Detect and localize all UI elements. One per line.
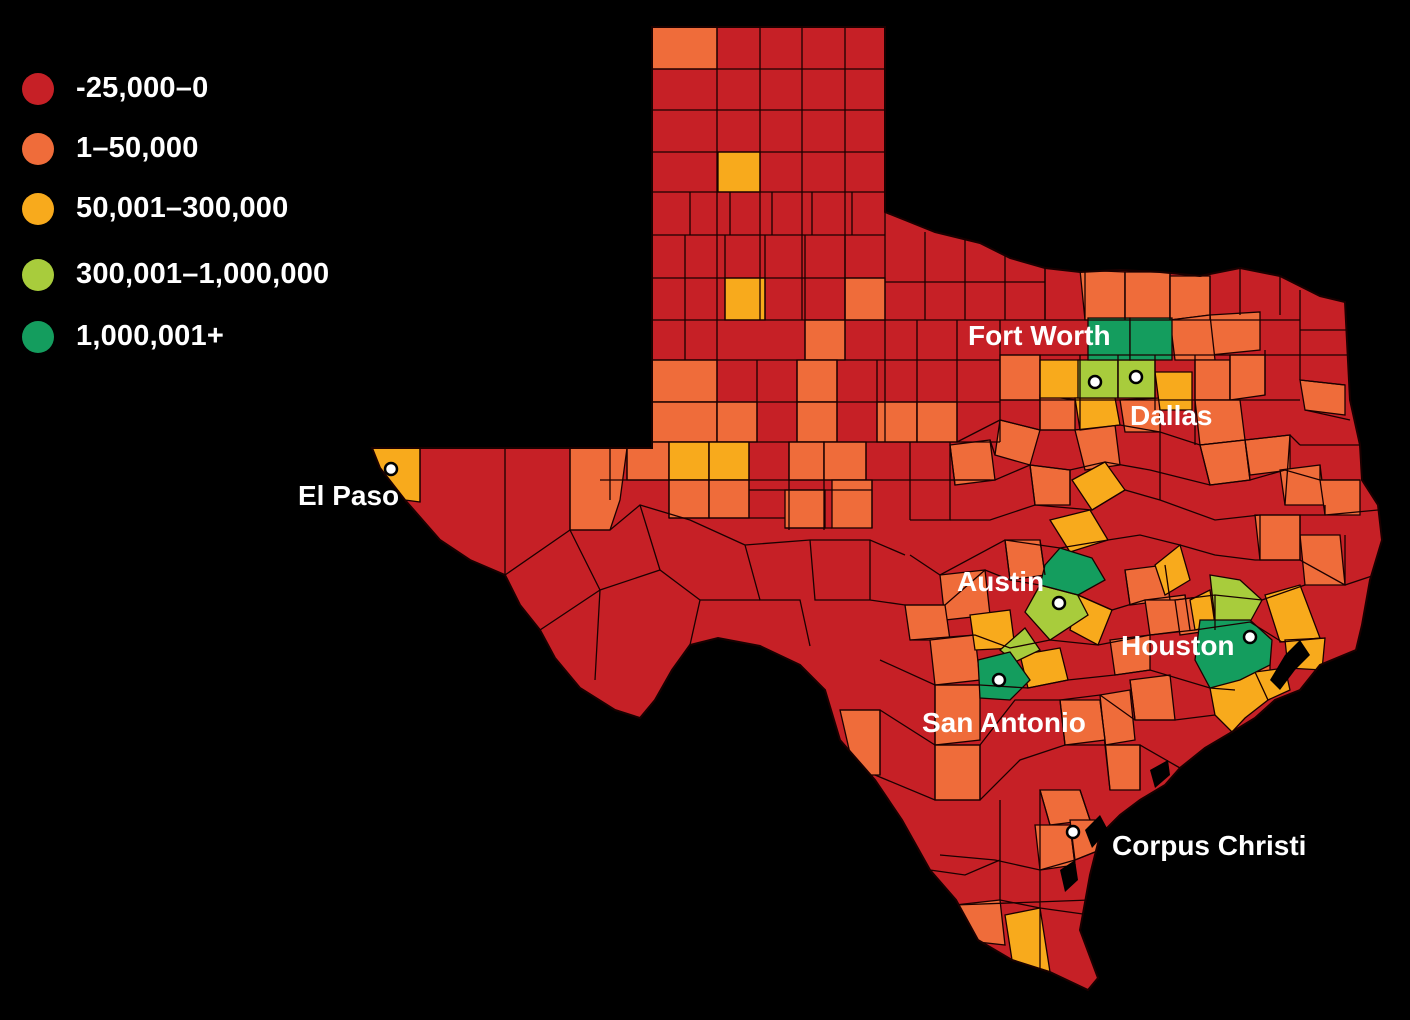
legend-swatch-orange: [22, 132, 54, 165]
legend-label: 1,000,001+: [76, 320, 224, 352]
legend-label: 300,001–1,000,000: [76, 258, 330, 290]
city-marker-houston: [1242, 629, 1258, 645]
county-orange: [1254, 514, 1301, 561]
city-marker-dallas: [1128, 369, 1144, 385]
city-label-corpus-christi: Corpus Christi: [1112, 830, 1307, 861]
county-orange: [1129, 674, 1176, 721]
county-orange: [954, 899, 1006, 946]
county-orange: [651, 401, 718, 443]
city-marker-san-antonio: [991, 672, 1007, 688]
legend-swatch-light-green: [22, 258, 54, 291]
county-orange: [1229, 354, 1266, 401]
county-orange: [804, 319, 846, 361]
county-orange: [1029, 464, 1071, 506]
legend-item: 1–50,000: [22, 132, 199, 165]
city-label-el-paso: El Paso: [298, 480, 400, 511]
county-yellow: [668, 441, 710, 481]
coastal-bays: [1060, 640, 1310, 892]
legend-item: -25,000–0: [22, 72, 208, 105]
city-label-austin: Austin: [957, 566, 1045, 597]
city-label-dallas: Dallas: [1130, 400, 1213, 431]
county-grid-west: [504, 480, 951, 681]
city-marker-el-paso: [383, 461, 399, 477]
county-yellow: [708, 441, 750, 481]
county-orange: [708, 479, 750, 519]
county-orange: [949, 439, 996, 486]
county-orange: [916, 401, 958, 443]
county-orange: [876, 401, 918, 443]
county-orange: [934, 744, 981, 801]
county-orange: [904, 604, 951, 641]
city-label-fort-worth: Fort Worth: [968, 320, 1111, 351]
legend-swatch-dark-green: [22, 320, 54, 353]
county-yellow: [724, 277, 766, 321]
legend-label: 50,001–300,000: [76, 192, 289, 224]
city-markers: [383, 369, 1258, 840]
county-yellow: [1154, 543, 1191, 596]
county-orange: [668, 479, 710, 519]
county-orange: [1124, 271, 1171, 321]
county-orange: [784, 489, 826, 529]
county-orange: [999, 354, 1041, 401]
county-orange: [1319, 479, 1361, 516]
matagorda-bay: [1150, 760, 1170, 788]
legend-label: -25,000–0: [76, 72, 209, 104]
county-orange: [796, 401, 838, 443]
county-orange: [651, 359, 718, 403]
county-orange: [1079, 269, 1126, 321]
county-orange: [929, 634, 981, 686]
county-orange: [823, 441, 867, 481]
city-label-san-antonio: San Antonio: [922, 707, 1086, 738]
county-orange: [716, 401, 758, 443]
legend-item: 300,001–1,000,000: [22, 258, 329, 291]
legend-swatch-red: [22, 72, 54, 105]
county-orange: [1209, 311, 1261, 356]
county-orange: [1169, 275, 1211, 321]
county-orange: [831, 479, 873, 529]
county-grid-panhandle: [419, 27, 1046, 575]
legend-swatch-yellow: [22, 192, 54, 225]
city-marker-austin: [1051, 595, 1067, 611]
county-orange: [1169, 314, 1216, 361]
county-orange: [796, 359, 838, 403]
county-orange: [1299, 534, 1346, 586]
legend-item: 50,001–300,000: [22, 192, 288, 225]
corpus-christi-bay: [1085, 815, 1108, 848]
county-orange: [844, 277, 886, 321]
county-orange: [1194, 359, 1231, 401]
county-orange: [788, 441, 825, 481]
city-marker-corpus-christi: [1065, 824, 1081, 840]
county-dallas: [1129, 317, 1173, 361]
city-marker-fort-worth: [1087, 374, 1103, 390]
county-grid-central-east: [840, 268, 1379, 972]
county-light-green: [1209, 574, 1263, 623]
baffin-bay: [1060, 860, 1078, 892]
county-orange: [651, 27, 718, 70]
legend-label: 1–50,000: [76, 132, 199, 164]
galveston-bay: [1270, 640, 1310, 690]
county-yellow: [717, 151, 761, 193]
county-yellow: [1039, 359, 1081, 399]
county-orange: [1104, 744, 1141, 791]
city-label-houston: Houston: [1121, 630, 1235, 661]
county-layer: [372, 27, 1379, 973]
legend-item: 1,000,001+: [22, 320, 224, 353]
